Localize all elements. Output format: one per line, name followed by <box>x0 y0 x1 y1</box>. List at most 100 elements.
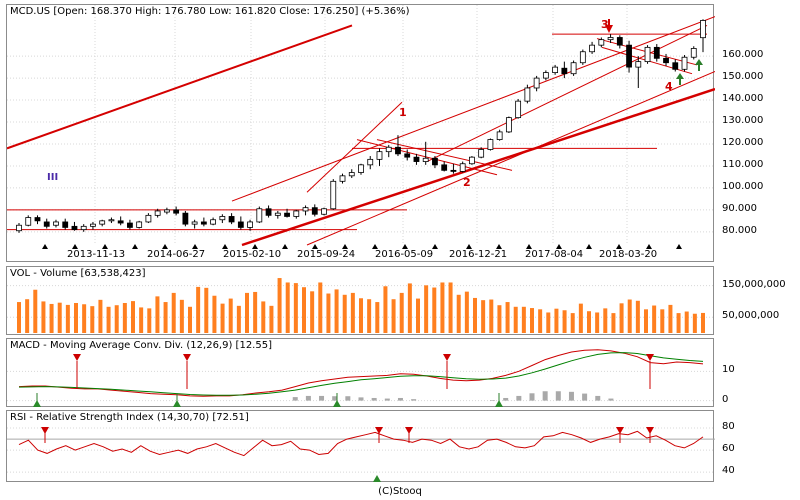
volume-bar <box>334 289 339 333</box>
rsi-panel: RSI - Relative Strength Index (14,30,70)… <box>6 410 715 482</box>
candle <box>413 156 420 162</box>
price-y-tick: 140.000 <box>722 93 764 105</box>
candle <box>663 57 669 64</box>
candle <box>127 222 133 228</box>
volume-bar <box>578 303 583 333</box>
volume-bar <box>627 299 632 333</box>
candle <box>247 221 253 228</box>
time-marker <box>616 244 622 249</box>
candle <box>302 207 309 212</box>
trend-line <box>306 71 715 246</box>
candle <box>330 180 337 210</box>
volume-bar <box>204 287 209 333</box>
volume-bar <box>464 291 469 333</box>
candle <box>90 223 96 227</box>
candle <box>598 39 605 46</box>
candle <box>589 44 595 53</box>
candle <box>34 217 41 222</box>
buy-signal-marker <box>333 400 341 407</box>
buy-signal-marker <box>33 400 41 407</box>
macd-histogram-bar <box>384 398 390 401</box>
macd-histogram-bar <box>397 397 403 401</box>
candle <box>348 172 355 177</box>
macd-histogram-bar <box>411 399 417 401</box>
annotation-4: 4 <box>665 80 673 93</box>
time-marker <box>676 244 682 249</box>
candle <box>367 158 374 166</box>
time-marker <box>342 244 348 249</box>
volume-bar <box>318 282 323 333</box>
volume-bar <box>603 308 608 333</box>
candle <box>700 20 706 39</box>
time-marker <box>132 244 138 249</box>
trend-line <box>241 87 715 247</box>
trend-line <box>356 139 498 176</box>
candle <box>404 153 411 158</box>
candle <box>376 151 383 160</box>
volume-bar <box>302 287 306 333</box>
rsi-chart <box>7 427 715 482</box>
price-x-tick: 2013-11-13 <box>67 249 126 260</box>
volume-bar <box>562 310 567 333</box>
candle <box>469 156 475 165</box>
candle <box>219 216 226 221</box>
macd-histogram-bar <box>490 400 496 401</box>
volume-bar <box>456 294 461 333</box>
candle <box>579 51 586 64</box>
volume-panel: VOL - Volume [63,538,423] <box>6 266 715 335</box>
volume-bar <box>660 309 665 333</box>
volume-bar <box>196 286 201 333</box>
price-x-tick: 2017-08-04 <box>525 249 584 260</box>
candle <box>459 163 466 172</box>
macd-histogram-bar <box>319 395 325 401</box>
volume-bar <box>554 308 559 333</box>
arrow-down-3 <box>605 25 613 33</box>
volume-bar <box>391 299 396 333</box>
volume-chart <box>7 278 715 333</box>
volume-bar <box>521 306 526 333</box>
time-marker <box>222 244 228 249</box>
candle <box>265 208 272 216</box>
candle <box>284 212 290 217</box>
macd-histogram-bar <box>582 393 588 401</box>
volume-bar <box>701 312 705 333</box>
volume-bar <box>171 292 176 333</box>
trend-line <box>376 139 513 171</box>
sell-signal-marker <box>183 354 191 361</box>
volume-bar <box>245 292 249 333</box>
candle <box>505 117 512 133</box>
candle <box>237 221 244 228</box>
time-marker <box>102 244 108 249</box>
volume-bar <box>440 282 445 333</box>
candle <box>210 219 217 225</box>
time-marker <box>432 244 438 249</box>
price-x-tick: 2016-05-09 <box>375 249 434 260</box>
volume-y-tick: 150,000,000 <box>722 278 786 290</box>
price-panel: MCD.US [Open: 168.370 High: 176.780 Low:… <box>6 4 715 262</box>
candle <box>136 221 143 228</box>
volume-bar <box>513 306 518 333</box>
volume-bar <box>147 308 152 333</box>
annotation-wave-iii: III <box>47 172 59 183</box>
candle <box>395 146 401 155</box>
macd-histogram-bar <box>292 397 298 401</box>
time-marker <box>466 244 472 249</box>
candle <box>173 209 180 214</box>
volume-bar <box>179 299 184 333</box>
time-marker <box>402 244 408 249</box>
candle <box>80 225 87 231</box>
volume-bar <box>155 296 160 333</box>
volume-bar <box>90 306 95 333</box>
candle <box>145 214 152 223</box>
volume-bar <box>505 302 510 333</box>
volume-bar <box>489 299 494 333</box>
candle <box>71 225 78 231</box>
volume-bar <box>236 305 241 333</box>
candle <box>478 149 485 158</box>
volume-bar <box>228 298 233 333</box>
candle <box>635 61 642 68</box>
time-marker <box>72 244 78 249</box>
time-marker <box>372 244 378 249</box>
candle <box>274 212 281 216</box>
annotation-2: 2 <box>463 176 471 189</box>
